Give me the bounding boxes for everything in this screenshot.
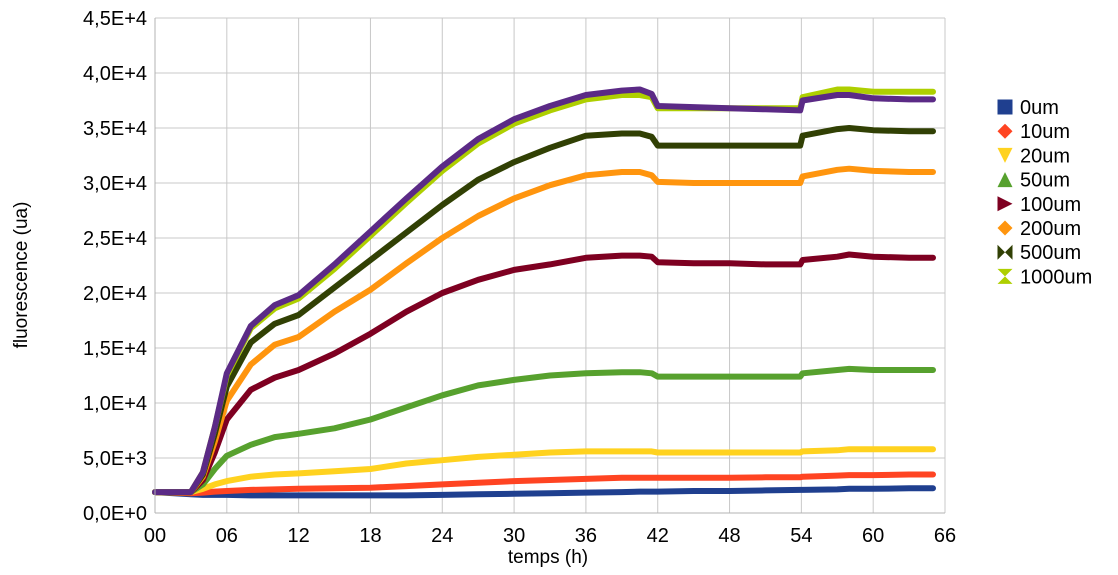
x-tick-labels: 00 06 12 18 24 30 36 42 48 54 60 66: [144, 525, 956, 547]
x-tick-label: 66: [934, 525, 956, 547]
legend-marker-bowtie: [997, 244, 1013, 260]
legend-marker-hourglass: [997, 268, 1013, 284]
y-tick-label: 0,0E+0: [83, 503, 147, 525]
legend-item-500um: 500um: [997, 242, 1081, 264]
y-tick-label: 1,5E+4: [83, 338, 147, 360]
y-tick-label: 5,0E+3: [83, 448, 147, 470]
series-line-0um: [152, 485, 936, 499]
legend-label: 10um: [1020, 121, 1070, 143]
legend-label: 50um: [1020, 170, 1070, 192]
y-tick-label: 4,5E+4: [83, 8, 147, 30]
legend-item-0um: 0um: [997, 97, 1059, 119]
x-tick-label: 60: [862, 525, 884, 547]
y-tick-label: 1,0E+4: [83, 393, 147, 415]
y-tick-label: 3,0E+4: [83, 173, 147, 195]
series-line-200um: [152, 165, 936, 496]
x-tick-label: 24: [431, 525, 453, 547]
legend-item-1000um: 1000um: [997, 266, 1092, 288]
y-tick-labels: 0,0E+0 5,0E+3 1,0E+4 1,5E+4 2,0E+4 2,5E+4 3,0E…: [83, 8, 147, 525]
y-axis-title: fluorescence (ua): [11, 202, 32, 349]
x-tick-label: 42: [647, 525, 669, 547]
series-line-10um: [152, 471, 936, 497]
x-tick-label: 06: [216, 525, 238, 547]
y-tick-label: 4,0E+4: [83, 63, 147, 85]
legend-label: 100um: [1020, 194, 1081, 216]
series-line-100um: [152, 251, 936, 496]
legend-label: 0um: [1020, 97, 1059, 119]
legend-item-100um: 100um: [997, 194, 1081, 216]
series-line-50um: [152, 365, 936, 496]
x-tick-label: 48: [718, 525, 740, 547]
legend-label: 20um: [1020, 145, 1070, 167]
axes: [154, 18, 945, 514]
legend-label: 500um: [1020, 242, 1081, 264]
x-tick-label: 54: [790, 525, 812, 547]
x-tick-label: 30: [503, 525, 525, 547]
x-tick-label: 12: [288, 525, 310, 547]
y-tick-label: 3,5E+4: [83, 118, 147, 140]
legend-marker-triangle-down: [997, 147, 1013, 163]
series-lines: [152, 86, 936, 499]
x-tick-label: 00: [144, 525, 166, 547]
legend-label: 1000um: [1020, 266, 1092, 288]
legend-item-10um: 10um: [997, 121, 1070, 143]
series-line-unlabeled: [152, 86, 936, 496]
x-tick-label: 18: [359, 525, 381, 547]
legend-item-20um: 20um: [997, 145, 1070, 167]
legend-marker-diamond: [997, 123, 1013, 139]
series-line-500um: [152, 125, 936, 496]
y-tick-label: 2,5E+4: [83, 228, 147, 250]
series-line-20um: [152, 446, 936, 496]
legend-item-200um: 200um: [997, 218, 1081, 240]
legend-marker-square: [997, 99, 1013, 115]
legend-marker-triangle-right: [997, 196, 1013, 212]
legend-marker-diamond: [997, 220, 1013, 236]
x-axis-title: temps (h): [508, 547, 588, 568]
legend-marker-triangle-up: [997, 172, 1013, 188]
legend-item-50um: 50um: [997, 170, 1070, 192]
x-tick-label: 36: [575, 525, 597, 547]
legend-label: 200um: [1020, 218, 1081, 240]
y-tick-label: 2,0E+4: [83, 283, 147, 305]
